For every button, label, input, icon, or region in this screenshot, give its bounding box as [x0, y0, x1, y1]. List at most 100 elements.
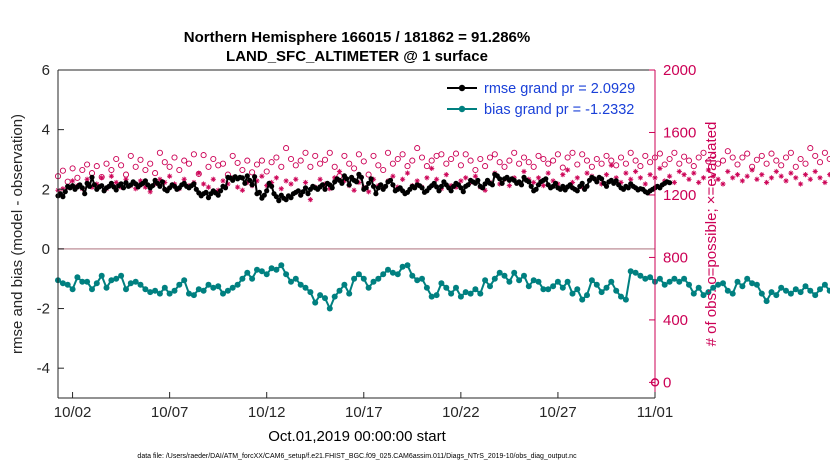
rmse-point [256, 189, 262, 195]
bias-point [113, 275, 120, 282]
bias-point [826, 287, 830, 294]
bias-point [491, 275, 498, 282]
evaluated-obs-point [205, 184, 212, 190]
possible-obs-point [355, 151, 362, 158]
bias-point [472, 286, 479, 293]
evaluated-obs-point [220, 178, 226, 184]
possible-obs-point [268, 159, 275, 166]
rmse-point [60, 194, 66, 200]
bias-point [288, 278, 294, 285]
possible-obs-point [156, 149, 163, 156]
possible-obs-point [253, 161, 261, 168]
evaluated-obs-point [201, 181, 207, 187]
possible-obs-point [462, 151, 469, 158]
bias-point [229, 284, 236, 291]
rmse-point [475, 177, 481, 183]
bias-point [84, 278, 91, 285]
possible-obs-point [370, 152, 377, 159]
bias-point [346, 290, 353, 297]
bias-point [360, 275, 367, 282]
evaluated-obs-point [807, 176, 813, 182]
bias-point [773, 292, 780, 299]
possible-obs-point [210, 155, 217, 163]
data-file-footnote: data file: /Users/raeder/DAI/ATM_forcXX/… [137, 453, 577, 460]
rmse-point [480, 185, 486, 191]
possible-obs-point [525, 159, 532, 166]
possible-obs-point [729, 154, 736, 161]
possible-obs-point [142, 166, 149, 174]
evaluated-obs-point [681, 172, 687, 178]
bias-point [389, 269, 396, 276]
rmse-point [159, 179, 165, 185]
rmse-point [82, 191, 88, 197]
evaluated-obs-point [642, 181, 648, 187]
legend-bias-marker [458, 105, 466, 113]
possible-obs-point [506, 157, 513, 164]
possible-obs-point [632, 157, 639, 164]
possible-obs-point [598, 160, 605, 167]
possible-obs-point [118, 162, 125, 169]
evaluated-obs-point [336, 168, 343, 175]
bias-point [59, 280, 66, 287]
evaluated-obs-point [235, 184, 241, 190]
right-y-tick-label: 1200 [663, 187, 696, 204]
bias-point [181, 277, 188, 284]
bias-point [613, 287, 620, 294]
rmse-point [358, 174, 364, 180]
evaluated-obs-point [84, 176, 90, 182]
evaluated-obs-point [521, 168, 527, 175]
bias-point [176, 281, 183, 288]
x-tick-label: 10/02 [54, 404, 92, 421]
rmse-point [373, 191, 379, 197]
bias-point [365, 284, 372, 291]
bias-point [559, 284, 566, 291]
bias-point [103, 284, 110, 291]
evaluated-obs-point [817, 175, 823, 181]
bias-point [278, 262, 285, 269]
evaluated-obs-point [676, 168, 682, 175]
rmse-point [89, 174, 95, 180]
rmse-point [62, 189, 68, 195]
possible-obs-point [326, 149, 333, 156]
bias-point [812, 292, 819, 299]
evaluated-obs-point [302, 179, 309, 186]
rmse-point [390, 182, 396, 188]
rmse-point [603, 183, 610, 189]
possible-obs-point [384, 149, 392, 156]
rmse-point [434, 184, 440, 190]
possible-obs-point [457, 162, 464, 169]
bias-point [355, 271, 362, 278]
evaluated-obs-point [535, 175, 542, 181]
rmse-point [329, 185, 335, 191]
possible-obs-point [540, 155, 547, 163]
bias-point [132, 278, 139, 285]
bias-point [385, 266, 391, 273]
possible-obs-point [617, 154, 625, 161]
left-y-tick-label: 6 [42, 62, 50, 79]
evaluated-obs-point [764, 179, 770, 186]
possible-obs-point [79, 166, 86, 174]
bias-point [195, 286, 202, 293]
bias-point [166, 290, 173, 297]
possible-obs-point [205, 163, 212, 170]
evaluated-obs-point [239, 187, 245, 193]
rmse-point [157, 183, 163, 189]
bias-point [249, 275, 256, 282]
bias-point [438, 280, 445, 287]
possible-obs-point [278, 163, 285, 170]
evaluated-obs-point [700, 175, 707, 181]
rmse-point [528, 183, 534, 189]
bias-point [661, 281, 668, 288]
evaluated-obs-point [603, 172, 610, 178]
possible-obs-point [656, 150, 663, 157]
possible-obs-point [394, 155, 401, 163]
rmse-point [113, 187, 119, 193]
bias-point [758, 290, 765, 297]
bias-point [215, 283, 222, 290]
possible-obs-point [428, 157, 435, 164]
bias-point [749, 280, 756, 287]
possible-obs-point [516, 160, 523, 167]
evaluated-obs-point [759, 172, 765, 178]
possible-obs-point [137, 156, 144, 163]
